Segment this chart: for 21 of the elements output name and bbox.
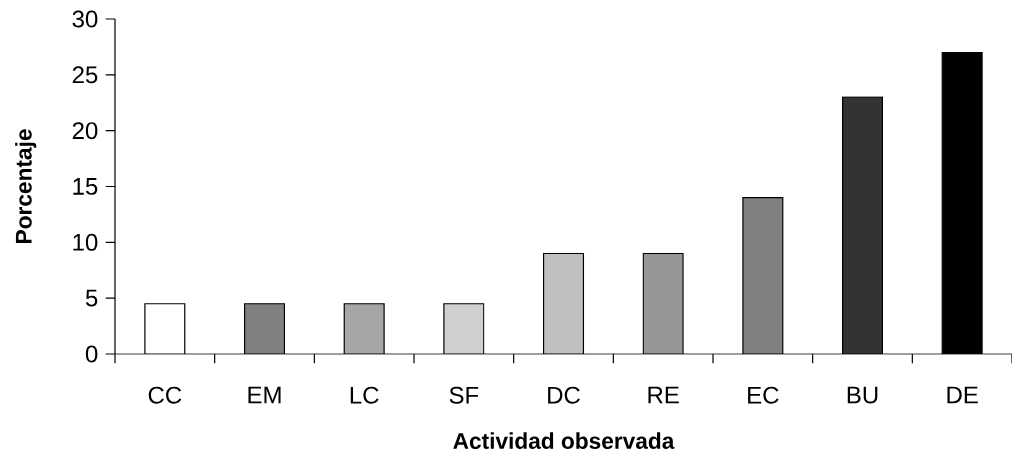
bar xyxy=(243,303,286,354)
bar xyxy=(841,96,884,354)
x-tick-label: LC xyxy=(350,386,379,404)
x-axis-title: Actividad observada xyxy=(453,432,675,449)
y-tick-label: 20 xyxy=(72,122,98,140)
y-tick-label: 5 xyxy=(85,289,98,307)
y-tick-label: 25 xyxy=(72,66,98,84)
x-tick-label: EM xyxy=(248,386,281,404)
x-tick-label: RE xyxy=(648,386,679,404)
x-tick-label: CC xyxy=(148,386,182,404)
x-tick-label: SF xyxy=(449,386,479,404)
y-axis-title: Porcentaje xyxy=(15,129,37,243)
y-tick-label: 15 xyxy=(73,178,98,195)
x-tick-label: BU xyxy=(847,386,878,404)
x-tick-label: DE xyxy=(947,386,978,404)
y-tick-label: 30 xyxy=(72,10,98,28)
x-tick-label: EC xyxy=(748,386,779,404)
x-tick-label: DC xyxy=(548,386,580,404)
y-tick-label: 0 xyxy=(85,345,98,363)
bar xyxy=(443,303,485,354)
y-tick-label: 10 xyxy=(73,233,98,251)
